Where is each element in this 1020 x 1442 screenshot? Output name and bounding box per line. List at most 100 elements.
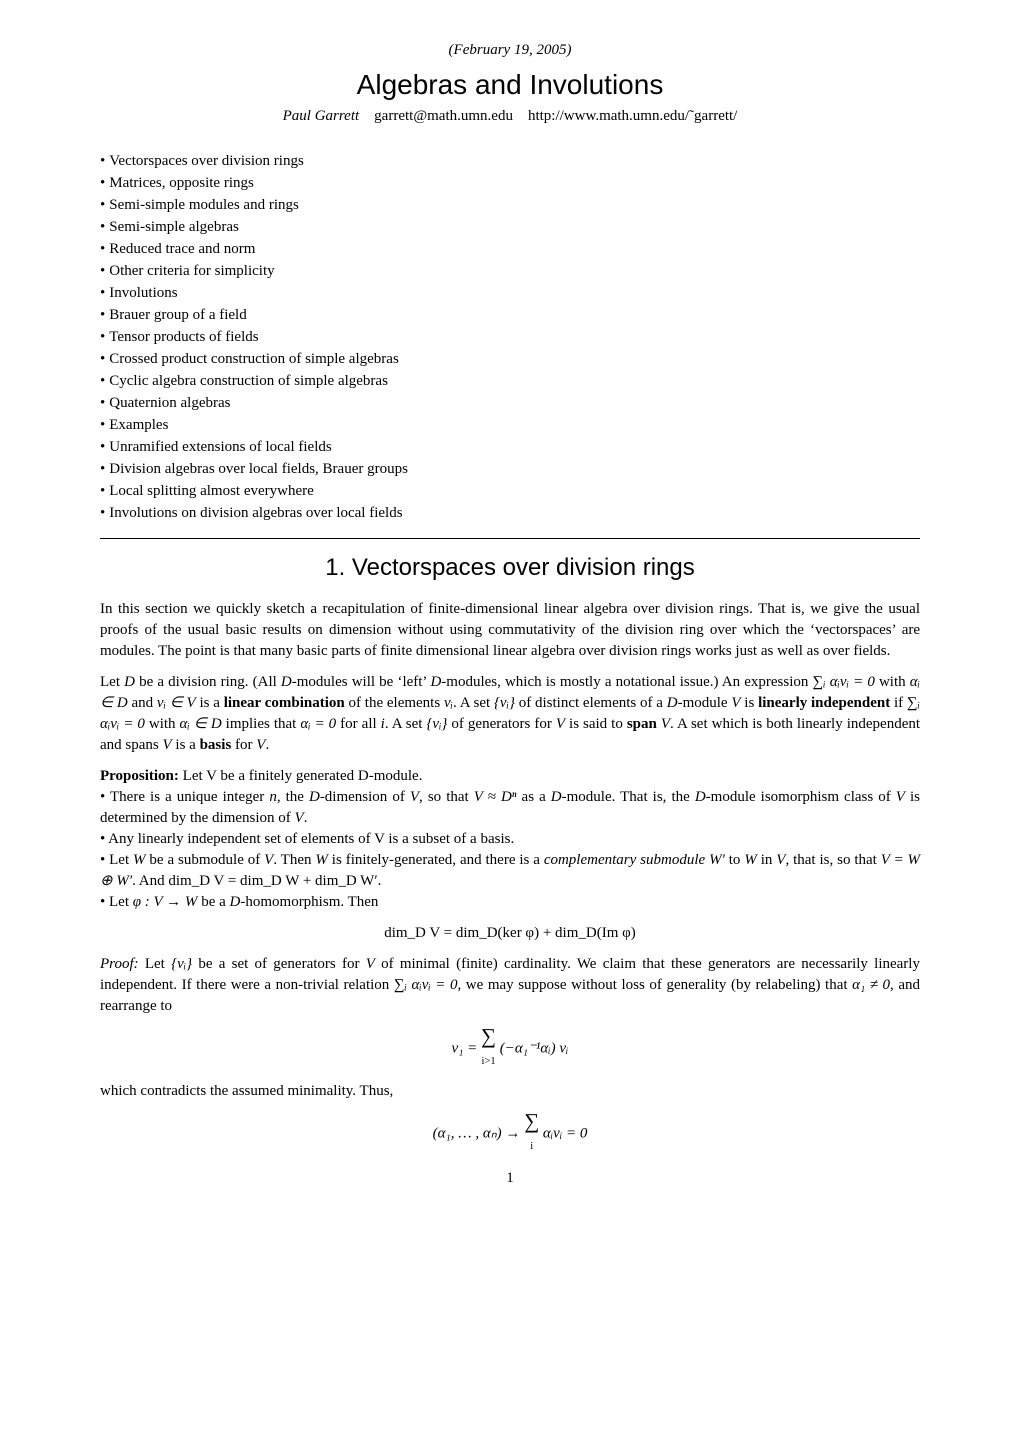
sym-V: V — [731, 695, 740, 711]
text: is a — [172, 737, 200, 753]
expr: {vᵢ} — [494, 695, 515, 711]
sym-W: W — [315, 852, 328, 868]
text: and — [128, 695, 157, 711]
divider — [100, 538, 920, 539]
toc-item: •Other criteria for simplicity — [100, 261, 920, 282]
bullet-icon: • — [100, 241, 105, 257]
toc-item: •Involutions — [100, 283, 920, 304]
text: -modules will be ‘left’ — [292, 674, 431, 690]
toc-item: •Examples — [100, 415, 920, 436]
bullet-icon: • — [100, 285, 105, 301]
expr: {vᵢ} — [426, 716, 447, 732]
toc-label: Involutions — [109, 285, 177, 301]
sym-V: V — [163, 737, 172, 753]
sum-sub: i>1 — [481, 1056, 495, 1067]
toc-label: Division algebras over local fields, Bra… — [109, 461, 408, 477]
bullet-icon: • — [100, 307, 105, 323]
toc-label: Other criteria for simplicity — [109, 263, 274, 279]
text: . Then — [273, 852, 315, 868]
text: as a — [517, 789, 551, 805]
expr: αᵢ = 0 — [300, 716, 336, 732]
section-title: 1. Vectorspaces over division rings — [100, 551, 920, 585]
text: of distinct elements of a — [515, 695, 667, 711]
expr: (α₁, … , αₙ) → — [433, 1125, 525, 1141]
page-number: 1 — [100, 1168, 920, 1189]
sym-D: D — [281, 674, 292, 690]
sym-V: V — [295, 810, 304, 826]
para-defs: Let D be a division ring. (All D-modules… — [100, 672, 920, 756]
expr: αᵢ ∈ D — [180, 716, 222, 732]
author-line: Paul Garrett garrett@math.umn.edu http:/… — [100, 106, 920, 127]
text: , so that — [419, 789, 474, 805]
toc-label: Reduced trace and norm — [109, 241, 255, 257]
toc-item: •Tensor products of fields — [100, 327, 920, 348]
toc-label: Cyclic algebra construction of simple al… — [109, 373, 388, 389]
author-email: garrett@math.umn.edu — [374, 108, 513, 124]
bullet-icon: • — [100, 153, 105, 169]
text: with — [875, 674, 910, 690]
bullet-icon: • — [100, 197, 105, 213]
term-span: span — [627, 716, 657, 732]
text: Let — [100, 674, 124, 690]
toc-label: Semi-simple modules and rings — [109, 197, 299, 213]
sym-V: V — [896, 789, 905, 805]
text: . A set — [453, 695, 494, 711]
sym-D: D — [667, 695, 678, 711]
bullet-icon: • — [100, 505, 105, 521]
sym-D: D — [695, 789, 706, 805]
text: be a division ring. (All — [135, 674, 281, 690]
toc-item: •Involutions on division algebras over l… — [100, 503, 920, 524]
author-name: Paul Garrett — [283, 108, 360, 124]
sym-V: V — [556, 716, 565, 732]
text: is — [741, 695, 759, 711]
toc-item: •Crossed product construction of simple … — [100, 349, 920, 370]
text: -dimension of — [320, 789, 410, 805]
text: Let V be a finitely generated D-module. — [179, 768, 423, 784]
toc-item: •Vectorspaces over division rings — [100, 151, 920, 172]
sym-V: V — [264, 852, 273, 868]
expr: v₁ = — [452, 1040, 482, 1056]
text: , the — [277, 789, 309, 805]
toc-label: Crossed product construction of simple a… — [109, 351, 399, 367]
toc-label: Unramified extensions of local fields — [109, 439, 331, 455]
sym-n: n — [269, 789, 277, 805]
toc-item: •Reduced trace and norm — [100, 239, 920, 260]
sym-D: D — [124, 674, 135, 690]
expr: vᵢ ∈ V — [157, 695, 196, 711]
toc-item: •Unramified extensions of local fields — [100, 437, 920, 458]
bullet-icon: • — [100, 263, 105, 279]
equation-v1: v₁ = ∑i>1 (−α₁⁻¹αᵢ) vᵢ — [100, 1027, 920, 1071]
text: . And — [132, 873, 168, 889]
toc-label: Brauer group of a field — [109, 307, 246, 323]
bullet-icon: • — [100, 351, 105, 367]
sym-D: D — [309, 789, 320, 805]
proposition: Proposition: Let V be a finitely generat… — [100, 766, 920, 913]
text: -modules, which is mostly a notational i… — [441, 674, 812, 690]
sym-V: V — [661, 716, 670, 732]
expr: ∑ᵢ αᵢvᵢ = 0 — [813, 674, 875, 690]
sym-D: D — [430, 674, 441, 690]
text: . A set — [385, 716, 427, 732]
toc: •Vectorspaces over division rings •Matri… — [100, 151, 920, 524]
bullet-icon: • — [100, 175, 105, 191]
toc-item: •Matrices, opposite rings — [100, 173, 920, 194]
text: -module. That is, the — [562, 789, 695, 805]
author-url: http://www.math.umn.edu/˜garrett/ — [528, 108, 737, 124]
equation-map: (α₁, … , αₙ) → ∑i αᵢvᵢ = 0 — [100, 1112, 920, 1156]
toc-item: •Quaternion algebras — [100, 393, 920, 414]
toc-label: Local splitting almost everywhere — [109, 483, 314, 499]
expr: φ : V → W — [133, 894, 198, 910]
text: is finitely-generated, and there is a — [328, 852, 544, 868]
toc-label: Involutions on division algebras over lo… — [109, 505, 402, 521]
bullet-icon: • — [100, 439, 105, 455]
text: of generators for — [447, 716, 555, 732]
equation-dim: dim_D V = dim_D(ker φ) + dim_D(Im φ) — [100, 923, 920, 944]
text: -module — [678, 695, 732, 711]
text: in — [757, 852, 776, 868]
text: • Let — [100, 852, 133, 868]
term-complementary: complementary submodule — [544, 852, 705, 868]
toc-label: Tensor products of fields — [109, 329, 258, 345]
text: , we may suppose without loss of general… — [457, 977, 852, 993]
bullet-icon: • — [100, 373, 105, 389]
text: , that is, so that — [785, 852, 880, 868]
